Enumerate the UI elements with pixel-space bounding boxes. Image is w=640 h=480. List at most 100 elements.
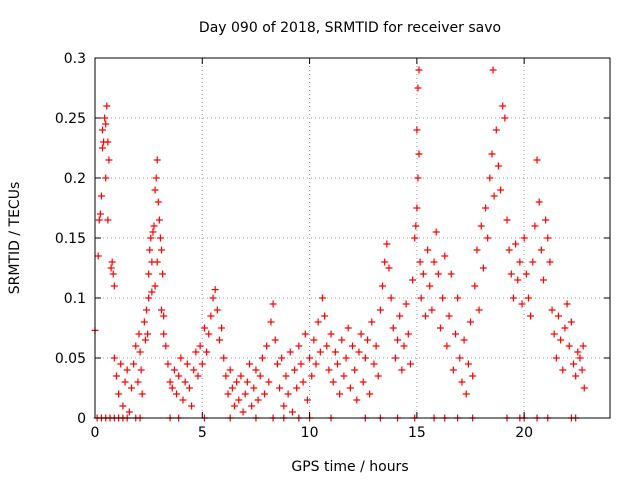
data-point — [374, 372, 382, 380]
data-point — [151, 282, 159, 290]
data-point — [205, 330, 213, 338]
data-point — [123, 366, 131, 374]
data-point — [119, 402, 127, 410]
data-point — [359, 378, 367, 386]
data-point — [170, 366, 178, 374]
data-point — [239, 408, 247, 416]
data-point — [482, 204, 490, 212]
data-point — [460, 336, 468, 344]
data-point — [471, 282, 479, 290]
data-point — [527, 312, 535, 320]
data-point — [516, 258, 524, 266]
data-point — [135, 330, 143, 338]
data-point — [110, 354, 118, 362]
data-point — [464, 360, 472, 368]
data-point — [102, 174, 110, 182]
data-point — [419, 270, 427, 278]
data-point — [449, 366, 457, 374]
x-axis-label: GPS time / hours — [291, 459, 408, 475]
data-point — [241, 390, 249, 398]
data-point — [462, 390, 470, 398]
data-point — [156, 234, 164, 242]
data-point — [138, 390, 146, 398]
y-axis-ticks: 0 0.05 0.1 0.15 0.2 0.25 0.3 — [55, 51, 610, 427]
data-point — [103, 102, 111, 110]
data-point — [509, 294, 517, 302]
data-point — [104, 138, 112, 146]
data-point — [134, 378, 142, 386]
data-point — [325, 366, 333, 374]
y-tick-label: 0.05 — [55, 351, 86, 367]
data-point — [381, 258, 389, 266]
data-point — [458, 378, 466, 386]
data-point — [137, 366, 145, 374]
data-point — [501, 114, 509, 122]
data-point — [146, 246, 154, 254]
data-point — [344, 324, 352, 332]
data-point — [97, 192, 105, 200]
data-point — [166, 378, 174, 386]
data-point — [379, 282, 387, 290]
data-point — [200, 324, 208, 332]
data-point — [576, 354, 584, 362]
data-point — [301, 330, 309, 338]
data-point — [340, 372, 348, 380]
data-point — [364, 336, 372, 344]
data-point — [303, 396, 311, 404]
data-point — [361, 354, 369, 362]
data-point — [548, 306, 556, 314]
data-point — [578, 366, 586, 374]
data-point — [284, 390, 292, 398]
data-point — [368, 318, 376, 326]
data-point — [389, 324, 397, 332]
x-tick-label: 0 — [91, 425, 100, 441]
data-point — [546, 258, 554, 266]
data-point — [570, 360, 578, 368]
data-point — [293, 384, 301, 392]
data-point — [357, 330, 365, 338]
data-point — [175, 372, 183, 380]
data-point — [477, 222, 485, 230]
data-point — [445, 312, 453, 320]
data-point — [416, 258, 424, 266]
data-point — [144, 330, 152, 338]
data-point — [413, 204, 421, 212]
data-point — [426, 282, 434, 290]
data-point — [372, 342, 380, 350]
data-point — [271, 336, 279, 344]
data-point — [252, 366, 260, 374]
data-point — [222, 372, 230, 380]
data-point — [130, 360, 138, 368]
data-point — [99, 126, 107, 134]
data-point — [183, 360, 191, 368]
data-point — [267, 318, 275, 326]
data-point — [149, 228, 157, 236]
data-point — [497, 186, 505, 194]
data-point — [473, 246, 481, 254]
data-point — [224, 390, 232, 398]
data-point — [417, 294, 425, 302]
data-point — [168, 384, 176, 392]
grid-lines — [95, 58, 610, 418]
data-point — [104, 216, 112, 224]
data-point — [338, 336, 346, 344]
data-point — [164, 360, 172, 368]
data-point — [436, 324, 444, 332]
data-point — [125, 408, 133, 416]
data-point — [117, 360, 125, 368]
data-point — [383, 240, 391, 248]
data-point — [286, 348, 294, 356]
data-point — [203, 348, 211, 356]
data-point — [402, 300, 410, 308]
data-point — [192, 348, 200, 356]
data-point — [565, 342, 573, 350]
data-point — [535, 198, 543, 206]
data-point — [112, 372, 120, 380]
data-point — [336, 390, 344, 398]
x-tick-label: 5 — [198, 425, 207, 441]
y-tick-label: 0.25 — [55, 111, 86, 127]
x-tick-label: 20 — [515, 425, 533, 441]
data-point — [145, 294, 153, 302]
data-point — [115, 390, 123, 398]
